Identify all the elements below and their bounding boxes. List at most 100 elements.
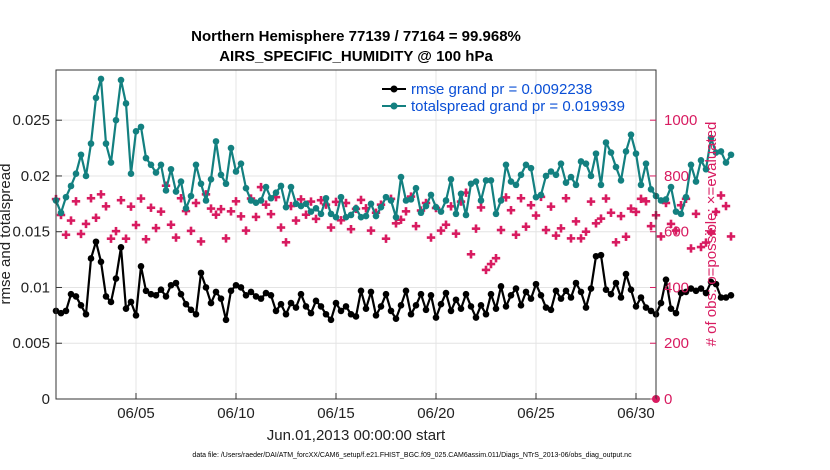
obs-evaluated-marker (131, 220, 141, 230)
obs-evaluated-marker-v (349, 225, 353, 234)
rmse-point (237, 284, 245, 291)
obs-evaluated-marker-v (604, 194, 608, 203)
rmse-point (112, 275, 120, 282)
totalspread-point (112, 116, 120, 124)
totalspread-point (137, 123, 145, 131)
obs-evaluated-marker-v (219, 204, 223, 214)
totalspread-point (77, 151, 85, 159)
rmse-point (302, 303, 310, 310)
y-right-tick-label: 600 (664, 224, 689, 241)
obs-evaluated-marker (336, 216, 346, 225)
rmse-point (452, 296, 460, 304)
obs-evaluated-marker-v (429, 233, 433, 242)
obs-evaluated-marker (701, 238, 711, 247)
totalspread-point (257, 197, 265, 204)
obs-evaluated-marker-v (114, 226, 118, 236)
rmse-point (497, 283, 505, 290)
y-left-tick-label: 0.01 (21, 279, 50, 296)
obs-evaluated-marker-v (494, 253, 498, 263)
obs-evaluated-marker (546, 202, 556, 211)
totalspread-point (722, 159, 730, 166)
obs-evaluated-marker-v (214, 210, 218, 219)
obs-evaluated-marker-v (544, 225, 548, 235)
rmse-point (637, 294, 645, 301)
totalspread-point (602, 139, 610, 146)
totalspread-point (432, 203, 440, 211)
chart-title-line2: AIRS_SPECIFIC_HUMIDITY @ 100 hPa (219, 48, 493, 65)
obs-evaluated-marker (231, 197, 241, 206)
obs-evaluated-marker-v (339, 216, 343, 225)
obs-evaluated-marker (641, 197, 651, 206)
totalspread-point (292, 200, 300, 208)
obs-evaluated-marker-v (694, 209, 698, 219)
rmse-point (657, 299, 665, 307)
obs-evaluated-marker (111, 226, 121, 236)
rmse-point (662, 276, 670, 283)
totalspread-point (352, 204, 360, 212)
obs-evaluated-marker-v (224, 234, 228, 243)
totalspread-point (627, 131, 635, 138)
totalspread-point (687, 161, 695, 169)
legend-spread-marker (390, 102, 398, 110)
totalspread-point (217, 171, 225, 179)
rmse-point (492, 305, 500, 312)
obs-evaluated-marker (396, 215, 406, 224)
obs-evaluated-marker (306, 197, 316, 206)
totalspread-point (262, 183, 270, 191)
totalspread-point (697, 157, 705, 164)
rmse-point (347, 310, 355, 318)
chart-title-line1: Northern Hemisphere 77139 / 77164 = 99.9… (191, 28, 521, 45)
plot-frame (55, 69, 657, 400)
obs-evaluated-marker-v (519, 194, 523, 203)
rmse-point (82, 310, 90, 318)
rmse-point (197, 269, 205, 277)
rmse-point (667, 305, 675, 312)
rmse-point (67, 290, 75, 298)
totalspread-point (192, 161, 200, 169)
obs-evaluated-marker (136, 194, 146, 203)
totalspread-point (517, 171, 525, 179)
obs-evaluated-marker (506, 206, 516, 215)
obs-evaluated-marker-v (664, 198, 668, 208)
totalspread-point (637, 181, 645, 189)
obs-evaluated-marker (631, 207, 641, 217)
totalspread-point (402, 197, 410, 204)
rmse-point (202, 284, 210, 291)
obs-evaluated-marker (706, 228, 716, 237)
obs-evaluated-marker-v (619, 211, 623, 221)
obs-evaluated-marker (271, 192, 281, 202)
obs-evaluated-marker-v (569, 234, 573, 243)
obs-evaluated-marker-v (704, 238, 708, 247)
rmse-point (537, 291, 545, 299)
obs-evaluated-marker (601, 194, 611, 203)
rmse-point (132, 312, 140, 319)
rmse-point (487, 290, 495, 298)
obs-evaluated-marker-v (449, 202, 453, 211)
totalspread-point (232, 168, 240, 175)
totalspread-point (477, 197, 485, 204)
obs-evaluated-marker (411, 221, 421, 231)
totalspread-point (207, 175, 215, 183)
rmse-point (87, 255, 95, 262)
y-right-tick-label: 0 (664, 391, 672, 408)
rmse-point (517, 302, 525, 309)
totalspread-point (242, 184, 250, 192)
obs-evaluated-marker (591, 219, 601, 228)
totalspread-point (712, 149, 720, 156)
obs-evaluated-marker (451, 229, 461, 238)
obs-evaluated-marker-v (439, 226, 443, 235)
rmse-point (372, 312, 380, 319)
totalspread-point (107, 159, 115, 166)
totalspread-point (272, 189, 280, 196)
totalspread-point (62, 193, 70, 201)
totalspread-point (152, 169, 160, 176)
totalspread-point (587, 172, 595, 180)
obs-evaluated-marker-v (174, 233, 178, 242)
rmse-point (532, 280, 540, 288)
rmse-point (362, 305, 370, 312)
obs-evaluated-marker (66, 216, 76, 225)
obs-evaluated-marker (691, 209, 701, 219)
obs-evaluated-marker-v (234, 197, 238, 206)
rmse-point (252, 293, 260, 300)
obs-evaluated-marker-v (674, 226, 678, 235)
